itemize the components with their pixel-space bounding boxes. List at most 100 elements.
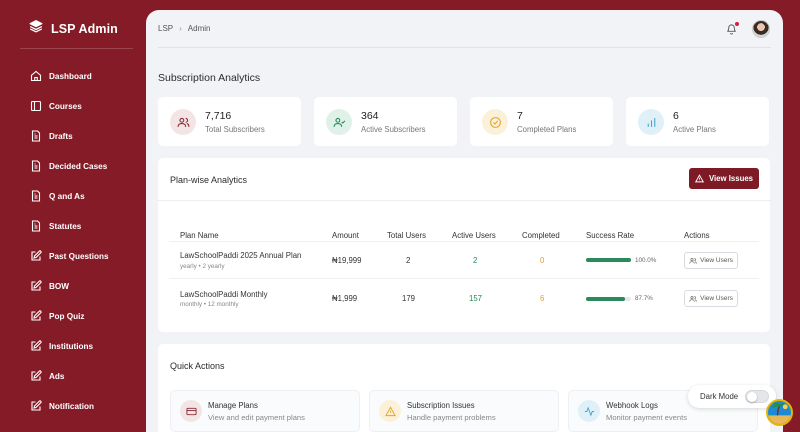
view-users-button[interactable]: View Users	[684, 290, 738, 307]
switch-knob	[747, 392, 757, 402]
chevron-right-icon: ›	[179, 24, 182, 33]
plan-amount: ₦19,999	[332, 256, 362, 265]
stat-label: Completed Plans	[517, 125, 577, 134]
document-icon	[29, 160, 42, 173]
sidebar-item-label: Pop Quiz	[49, 311, 85, 321]
bell-icon[interactable]	[726, 22, 737, 40]
sidebar-item-institutions[interactable]: Institutions	[29, 337, 139, 355]
edit-icon	[29, 310, 42, 323]
plan-active-users: 2	[473, 256, 478, 265]
quick-action-desc: Monitor payment events	[606, 413, 688, 422]
main-panel: LSP › Admin Subscription Analytics 7,716…	[146, 10, 783, 432]
column-header: Actions	[684, 231, 710, 240]
users-icon	[689, 295, 697, 302]
users-icon	[170, 109, 196, 135]
column-header: Success Rate	[586, 231, 635, 240]
plan-total-users: 2	[406, 256, 411, 265]
plan-completed: 0	[540, 256, 545, 265]
success-rate-text: 100.0%	[635, 257, 657, 264]
sidebar-item-q-and-as[interactable]: Q and As	[29, 187, 139, 205]
plan-name: LawSchoolPaddi Monthly	[180, 290, 268, 299]
column-header: Active Users	[452, 231, 496, 240]
edit-icon	[29, 280, 42, 293]
stat-card-active-plans: 6 Active Plans	[626, 97, 769, 146]
sidebar-item-label: Institutions	[49, 341, 94, 351]
page-title: Subscription Analytics	[158, 72, 261, 84]
view-issues-label: View Issues	[708, 174, 754, 183]
sidebar-item-drafts[interactable]: Drafts	[29, 127, 139, 145]
header-divider	[158, 47, 771, 48]
edit-icon	[29, 340, 42, 353]
view-users-button[interactable]: View Users	[684, 252, 738, 269]
quick-action-manage-plans[interactable]: Manage Plans View and edit payment plans	[170, 390, 360, 432]
plan-meta: monthly • 12 monthly	[180, 301, 239, 308]
sidebar-divider	[20, 48, 133, 49]
sidebar-item-label: Notification	[49, 401, 95, 411]
sidebar-item-dashboard[interactable]: Dashboard	[29, 67, 139, 85]
sidebar-item-past-questions[interactable]: Past Questions	[29, 247, 139, 265]
quick-action-title: Subscription Issues	[407, 401, 475, 410]
home-icon	[29, 70, 42, 83]
breadcrumb-item[interactable]: LSP	[158, 24, 174, 33]
sidebar-item-label: Decided Cases	[49, 161, 108, 171]
quick-action-desc: View and edit payment plans	[208, 413, 305, 422]
notification-dot	[735, 22, 739, 26]
stat-label: Active Plans	[673, 125, 716, 134]
column-header: Amount	[332, 231, 359, 240]
stat-value: 7,716	[205, 110, 232, 122]
user-check-icon	[326, 109, 352, 135]
view-users-label: View Users	[700, 257, 733, 264]
view-users-label: View Users	[700, 295, 733, 302]
column-header: Completed	[522, 231, 560, 240]
dark-mode-switch[interactable]	[745, 390, 769, 403]
sidebar-item-label: Courses	[49, 101, 82, 111]
quick-action-webhook-logs[interactable]: Webhook Logs Monitor payment events	[568, 390, 758, 432]
sidebar-item-ads[interactable]: Ads	[29, 367, 139, 385]
edit-icon	[29, 400, 42, 413]
bar-chart-icon	[638, 109, 664, 135]
sidebar-item-label: BOW	[49, 281, 70, 291]
avatar[interactable]	[752, 20, 770, 38]
table-divider	[169, 278, 759, 279]
card-title: Quick Actions	[170, 361, 225, 371]
breadcrumb-item: Admin	[187, 24, 211, 33]
plan-name: LawSchoolPaddi 2025 Annual Plan	[180, 251, 302, 260]
edit-icon	[29, 250, 42, 263]
document-icon	[29, 220, 42, 233]
quick-action-desc: Handle payment problems	[407, 413, 496, 422]
success-rate-bar	[586, 297, 631, 301]
view-issues-button[interactable]: View Issues	[689, 168, 759, 189]
quick-action-title: Manage Plans	[208, 401, 258, 410]
dark-mode-toggle[interactable]: Dark Mode	[688, 385, 776, 408]
dark-mode-label: Dark Mode	[700, 392, 739, 401]
card-title: Plan-wise Analytics	[170, 175, 248, 185]
stat-label: Active Subscribers	[361, 125, 426, 134]
warning-icon	[694, 174, 704, 183]
document-icon	[29, 190, 42, 203]
column-header: Plan Name	[180, 231, 219, 240]
warning-icon	[379, 400, 401, 422]
brand[interactable]: LSP Admin	[29, 19, 118, 38]
plan-total-users: 179	[402, 294, 416, 303]
card-icon	[180, 400, 202, 422]
sidebar-item-statutes[interactable]: Statutes	[29, 217, 139, 235]
plan-completed: 6	[540, 294, 545, 303]
success-rate-fill	[586, 297, 626, 301]
top-bar: LSP › Admin	[146, 10, 783, 48]
quick-action-subscription-issues[interactable]: Subscription Issues Handle payment probl…	[369, 390, 559, 432]
success-rate-fill	[586, 258, 631, 262]
success-rate-text: 87.7%	[635, 295, 653, 302]
stat-card-completed-plans: 7 Completed Plans	[470, 97, 613, 146]
sidebar-item-label: Drafts	[49, 131, 73, 141]
users-icon	[689, 257, 697, 264]
activity-icon	[578, 400, 600, 422]
chat-widget-icon[interactable]	[766, 399, 793, 426]
sidebar-item-pop-quiz[interactable]: Pop Quiz	[29, 307, 139, 325]
sidebar-item-notification[interactable]: Notification	[29, 397, 139, 415]
plan-analytics-card: Plan-wise Analytics	[158, 158, 770, 332]
sidebar-item-decided-cases[interactable]: Decided Cases	[29, 157, 139, 175]
sidebar-item-courses[interactable]: Courses	[29, 97, 139, 115]
book-icon	[29, 100, 42, 113]
sidebar-item-bow[interactable]: BOW	[29, 277, 139, 295]
sidebar-item-label: Dashboard	[49, 71, 92, 81]
